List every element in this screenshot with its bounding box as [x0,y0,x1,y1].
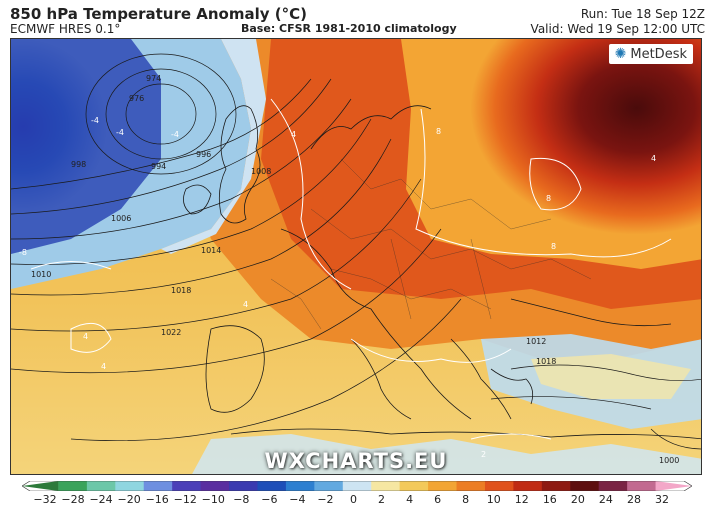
colorbar-segment [285,481,315,491]
cool-north-africa [192,434,701,474]
isobar-label: 1022 [161,328,181,337]
colorbar-tick-label: 2 [378,493,386,506]
colorbar-segment [541,481,571,491]
anomaly-label: 2 [481,450,486,459]
colorbar-segment [428,481,458,491]
colorbar-segment [513,481,543,491]
isobar-label: 998 [71,160,86,169]
colorbar-tick-label: −10 [201,493,225,506]
colorbar-tick-label: 16 [542,493,557,506]
colorbar-tick-label: −16 [145,493,169,506]
metdesk-logo-text: MetDesk [630,46,687,62]
colorbar-tick-label: 4 [406,493,414,506]
isobar-label: 994 [151,162,166,171]
colorbar-tick-label: 0 [350,493,357,506]
run-time: Run: Tue 18 Sep 12Z [580,7,705,21]
colorbar-tick-label: −20 [117,493,141,506]
isobar-label: 1006 [111,214,131,223]
colorbar-segment [342,481,372,491]
isobar-label: 974 [146,74,161,83]
colorbar-tick-label: −2 [317,493,334,506]
colorbar-tick-label: 10 [486,493,501,506]
anomaly-label: 4 [83,332,88,341]
colorbar-segment [598,481,628,491]
colorbar-segment [484,481,514,491]
valid-time: Valid: Wed 19 Sep 12:00 UTC [530,22,705,36]
colorbar-segment [200,481,230,491]
colorbar-segment [229,481,258,491]
anomaly-label: 4 [651,154,656,163]
isobar-label: 996 [196,150,211,159]
anomaly-label: -4 [171,130,179,139]
heat-dome [401,39,701,269]
colorbar-segment [570,481,600,491]
colorbar-tick-label: 24 [598,493,613,506]
wxcharts-watermark: WXCHARTS.EU [264,449,448,473]
isobar-label: 976 [129,94,144,103]
colorbar-segment [314,481,344,491]
colorbar-tick-label: 12 [514,493,529,506]
anomaly-label: -8 [19,248,27,257]
anomaly-label: 8 [546,194,551,203]
colorbar-segment [399,481,429,491]
isobar-label: 1014 [201,246,221,255]
metdesk-logo: ✺ MetDesk [608,44,693,64]
colorbar-tick-label: −24 [89,493,113,506]
anomaly-label: 8 [551,242,556,251]
colorbar-tick-label: −12 [173,493,197,506]
anomaly-label: -4 [116,128,124,137]
anomaly-label: 4 [243,300,248,309]
isobar-label: 1012 [526,337,546,346]
map-canvas: 974 976 994 996 998 1006 1008 1010 1014 … [11,39,701,474]
colorbar-segment [627,481,657,491]
colorbar-tick-label: −6 [261,493,278,506]
colorbar-tick-label: 6 [434,493,442,506]
country-borders [270,158,592,330]
colorbar-tick-label: −8 [233,493,250,506]
colorbar-tick-label: −28 [61,493,85,506]
colorbar-segment [257,481,287,491]
anomaly-label: 8 [436,127,441,136]
colorbar-tick-label: 28 [626,493,641,506]
colorbar-segment [22,481,59,491]
colorbar-tick-label: −4 [289,493,306,506]
colorbar-tick-label: 20 [570,493,585,506]
colorbar [22,481,692,491]
coastlines [183,105,701,440]
pale-transition [161,39,266,254]
isobar-label: 1010 [31,270,51,279]
colorbar-segment [172,481,202,491]
colorbar-ticks: −32 −28 −24 −20 −16 −12 −10 −8 −6 −4 −2 0 2 4 6 8 10 12 16… [0,493,715,509]
colorbar-segment [58,481,88,491]
anomaly-labels: 8 8 8 4 4 4 -4 -4 -8 -4 4 4 2 [19,116,656,459]
isobar-labels: 974 976 994 996 998 1006 1008 1010 1014 … [31,74,679,465]
base-climatology: Base: CFSR 1981-2010 climatology [241,22,457,35]
model-name: ECMWF HRES 0.1° [10,22,121,36]
anomaly-map: 974 976 994 996 998 1006 1008 1010 1014 … [10,38,702,475]
colorbar-tick-label: −32 [33,493,57,506]
isobar-label: 1000 [659,456,679,465]
anomaly-contours [30,98,672,440]
colorbar-segment [655,481,692,491]
metdesk-logo-icon: ✺ [614,46,627,62]
isobar-label: 1008 [251,167,271,176]
colorbar-segment [115,481,145,491]
isobar-label: 1018 [536,357,556,366]
colorbar-segment [371,481,401,491]
anomaly-label: 4 [101,362,106,371]
isobars [11,53,701,450]
anomaly-label: 4 [291,130,296,139]
colorbar-segment [456,481,486,491]
colorbar-segment [143,481,173,491]
anomaly-label: -4 [91,116,99,125]
colorbar-tick-label: 8 [462,493,470,506]
colorbar-tick-label: 32 [655,493,669,506]
chart-header: 850 hPa Temperature Anomaly (°C) ECMWF H… [0,0,715,40]
isobar-label: 1018 [171,286,191,295]
colorbar-segment [86,481,116,491]
cold-core [11,39,161,254]
chart-title: 850 hPa Temperature Anomaly (°C) [10,5,307,23]
